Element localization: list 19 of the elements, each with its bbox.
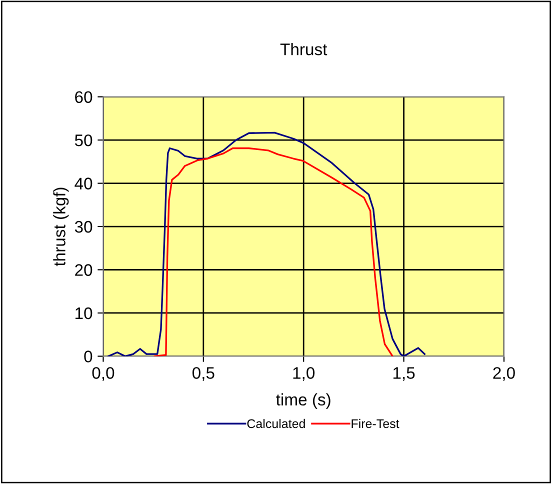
- y-tick-label: 50: [74, 134, 92, 146]
- y-tick-label: 40: [74, 178, 92, 190]
- x-tick-label: 0,5: [192, 367, 214, 381]
- line-series: [107, 132, 426, 356]
- x-tick-label: 0,0: [92, 367, 114, 381]
- y-tick-label: 30: [74, 220, 92, 233]
- line-series: [154, 147, 394, 356]
- y-tick-label: 10: [76, 307, 92, 320]
- chart-title: Thrust: [280, 43, 328, 56]
- y-tick-label: 20: [75, 264, 92, 276]
- y-tick-label: 60: [75, 91, 92, 104]
- y-axis-title: thrust (kgf): [53, 188, 69, 266]
- x-axis-title: time (s): [276, 393, 330, 409]
- x-tick-label: 1,5: [393, 367, 415, 381]
- y-tick-label: 0: [84, 350, 92, 362]
- x-tick-label: 1,0: [293, 367, 315, 381]
- x-tick-label: 2,0: [493, 367, 515, 381]
- legend-label: Calculated: [247, 418, 305, 428]
- legend-label: Fire-Test: [352, 418, 400, 428]
